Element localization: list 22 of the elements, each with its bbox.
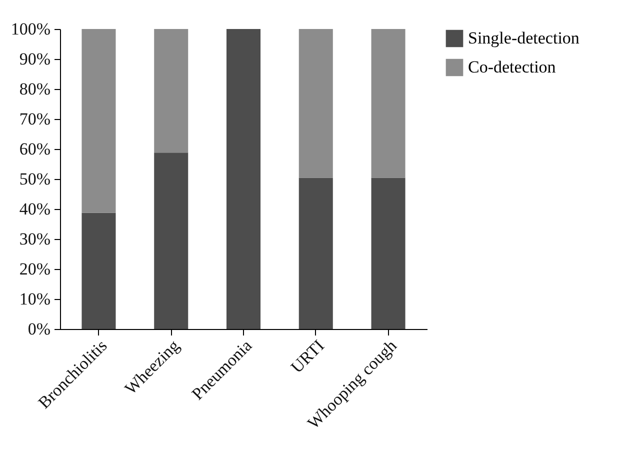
y-tick-label: 40% (19, 200, 50, 218)
y-tick-label: 80% (19, 80, 50, 98)
y-tick-label: 50% (19, 170, 50, 188)
y-tick-label: 30% (19, 230, 50, 248)
y-tick-label: 60% (19, 140, 50, 158)
bar (82, 212, 116, 329)
legend-label: Single-detection (468, 28, 580, 48)
bar (154, 152, 188, 329)
y-tick-label: 20% (19, 260, 50, 278)
bar (371, 178, 406, 329)
bar (82, 29, 116, 213)
y-tick-label: 70% (19, 110, 50, 128)
legend-label: Co-detection (468, 58, 556, 76)
bar (298, 29, 333, 178)
y-tick-label: 90% (19, 50, 50, 68)
bar (154, 29, 188, 153)
y-tick-label: 0% (28, 320, 50, 338)
bar (371, 29, 406, 178)
y-tick-label: 10% (19, 290, 50, 308)
bar (226, 29, 261, 329)
bar (298, 178, 333, 329)
y-tick-label: 100% (10, 20, 50, 38)
